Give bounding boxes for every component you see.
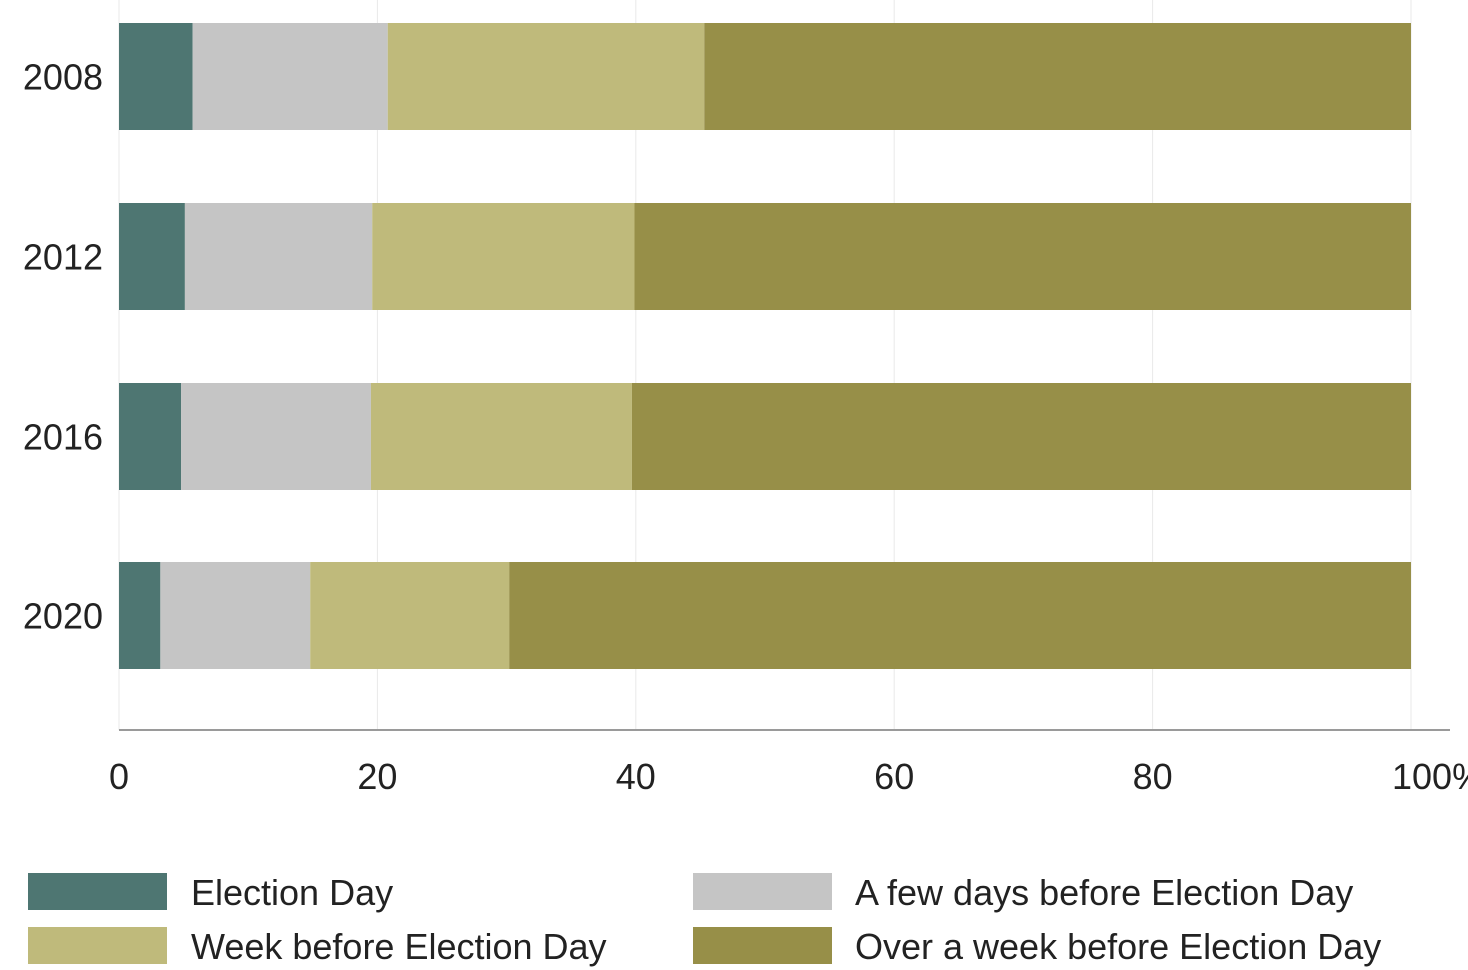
bar-segment-2020-a-few-days-before-election-day [160, 562, 311, 669]
legend-label-week-before-election-day: Week before Election Day [191, 926, 607, 967]
x-tick-label-80: 80 [1133, 756, 1173, 797]
bar-segment-2012-election-day [119, 203, 185, 310]
legend: Election Day A few days before Election D… [28, 872, 1381, 967]
y-tick-label-2020: 2020 [23, 596, 103, 637]
y-tick-label-2008: 2008 [23, 57, 103, 98]
legend-swatch-a-few-days-before-election-day [693, 873, 832, 910]
x-tick-label-100pct: 100% [1392, 756, 1468, 797]
x-tick-label-40: 40 [616, 756, 656, 797]
legend-label-election-day: Election Day [191, 872, 393, 913]
legend-swatch-week-before-election-day [28, 927, 167, 964]
bar-segment-2008-week-before-election-day [387, 23, 705, 130]
x-tick-label-0: 0 [109, 756, 129, 797]
bar-segment-2020-over-a-week-before-election-day [509, 562, 1412, 669]
bar-segment-2008-a-few-days-before-election-day [192, 23, 388, 130]
bar-segment-2012-over-a-week-before-election-day [634, 203, 1411, 310]
bar-segment-2016-election-day [119, 383, 182, 490]
bars [119, 23, 1412, 669]
legend-label-a-few-days-before-election-day: A few days before Election Day [855, 872, 1353, 913]
bar-segment-2020-election-day [119, 562, 161, 669]
legend-swatch-over-a-week-before-election-day [693, 927, 832, 964]
x-axis: 0 20 40 60 80 100% [109, 729, 1468, 797]
legend-label-over-a-week-before-election-day: Over a week before Election Day [855, 926, 1381, 967]
bar-segment-2008-election-day [119, 23, 193, 130]
legend-swatch-election-day [28, 873, 167, 910]
y-tick-label-2016: 2016 [23, 417, 103, 458]
bar-segment-2016-a-few-days-before-election-day [181, 383, 371, 490]
y-axis: 2008 2012 2016 2020 [23, 57, 103, 637]
bar-segment-2016-over-a-week-before-election-day [631, 383, 1411, 490]
bar-segment-2012-week-before-election-day [372, 203, 635, 310]
bar-segment-2012-a-few-days-before-election-day [184, 203, 373, 310]
x-tick-label-60: 60 [874, 756, 914, 797]
bar-segment-2016-week-before-election-day [370, 383, 632, 490]
y-tick-label-2012: 2012 [23, 237, 103, 278]
x-tick-label-20: 20 [357, 756, 397, 797]
bar-segment-2008-over-a-week-before-election-day [704, 23, 1411, 130]
bar-segment-2020-week-before-election-day [310, 562, 510, 669]
